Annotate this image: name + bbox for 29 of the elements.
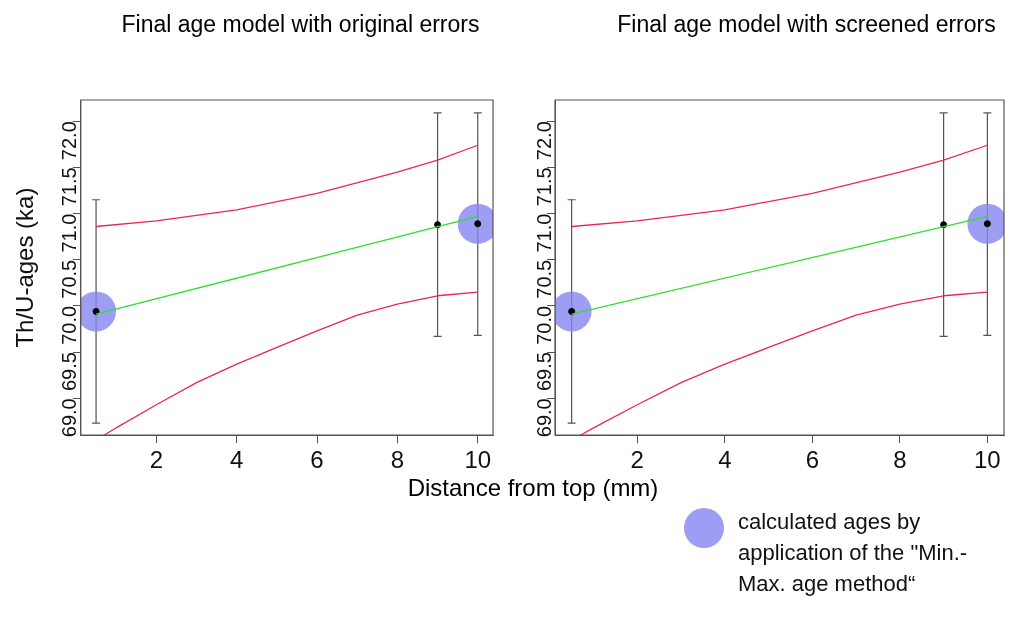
- y-tick-label: 71.5: [532, 167, 555, 207]
- y-tick-label: 70.0: [58, 305, 81, 345]
- y-tick-label: 69.5: [532, 352, 555, 392]
- x-tick-label: 10: [974, 446, 1001, 474]
- x-tick-label: 4: [230, 446, 244, 474]
- chart-title: Final age model with screened errors: [616, 10, 997, 39]
- y-tick-label: 70.5: [532, 259, 555, 299]
- x-tick-label: 2: [149, 446, 164, 474]
- y-tick-label: 72.0: [58, 121, 81, 161]
- x-tick-label: 6: [805, 446, 819, 474]
- y-axis-title: Th/U-ages (ka): [11, 187, 39, 348]
- y-tick-label: 71.0: [58, 213, 81, 253]
- y-tick-label: 71.5: [58, 167, 81, 207]
- x-axis-title: Distance from top (mm): [406, 474, 660, 502]
- y-tick-label: 70.0: [532, 305, 555, 345]
- x-tick-label: 4: [718, 446, 732, 474]
- legend-label: calculated ages by application of the "Min.-Max. age method“: [738, 508, 969, 598]
- x-tick-label: 2: [630, 446, 644, 474]
- chart-title: Final age model with original errors: [120, 10, 481, 39]
- y-tick-label: 69.5: [58, 352, 81, 392]
- y-tick-label: 69.0: [532, 398, 555, 438]
- x-tick-label: 6: [310, 446, 324, 474]
- y-tick-label: 71.0: [532, 213, 555, 253]
- y-tick-label: 72.0: [532, 121, 555, 161]
- y-tick-label: 69.0: [58, 398, 81, 438]
- y-tick-label: 70.5: [58, 259, 81, 299]
- x-tick-label: 8: [390, 446, 405, 474]
- x-tick-label: 10: [464, 446, 492, 474]
- x-tick-label: 8: [893, 446, 907, 474]
